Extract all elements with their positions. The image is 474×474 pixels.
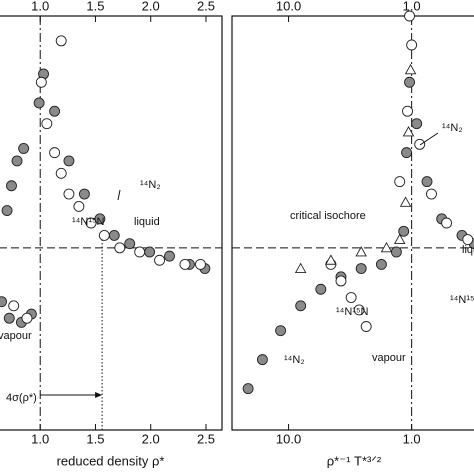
data-point: [108, 229, 120, 241]
data-point: [3, 312, 15, 324]
data-point: [404, 63, 417, 75]
data-point: [325, 254, 337, 265]
panel: 10.0 10.0 1.0 1.0 ρ*⁻¹ T*³ᐟ² ¹⁴N₂ ¹⁴N¹⁵N critic…: [231, 0, 474, 468]
arrow-head: [95, 392, 103, 398]
annotation: 4σ(ρ*): [6, 392, 37, 404]
annotation: vapour: [0, 330, 32, 342]
data-point: [353, 304, 365, 316]
x-tick-label: 2.0: [142, 0, 160, 13]
x-tick-label: 2.0: [142, 431, 160, 446]
x-tick-label: 10.0: [276, 0, 301, 13]
data-point: [8, 300, 20, 312]
data-point: [462, 234, 474, 246]
data-point: [335, 275, 347, 287]
data-point: [404, 76, 415, 88]
data-point: [55, 35, 67, 47]
x-tick-label: 1.0: [31, 431, 49, 446]
data-point: [195, 258, 206, 270]
data-point: [441, 217, 453, 229]
data-point: [411, 118, 423, 130]
data-point: [426, 188, 437, 200]
data-point: [398, 225, 410, 237]
data-point: [390, 246, 402, 258]
data-point: [33, 97, 45, 109]
data-point: [402, 105, 413, 117]
data-point: [1, 205, 13, 217]
data-point: [402, 125, 415, 137]
data-point: [406, 39, 418, 51]
series-label: ¹⁴N₂: [442, 122, 463, 134]
series-label: ¹⁴N¹⁵N: [336, 306, 369, 318]
data-point: [78, 188, 90, 200]
data-point: [134, 246, 146, 258]
leader-line: [117, 189, 121, 201]
data-point: [394, 176, 406, 188]
data-point: [94, 213, 106, 225]
data-point: [144, 246, 156, 258]
series-label: critical isochore: [290, 210, 366, 222]
plot-frame: [0, 15, 223, 431]
data-point: [401, 147, 412, 159]
annotation: liquid: [462, 244, 474, 256]
data-point: [55, 167, 67, 179]
data-point: [35, 76, 47, 88]
data-point: [179, 258, 191, 270]
series-label: ¹⁴N₂: [140, 179, 161, 191]
data-point: [98, 229, 110, 241]
data-point: [73, 200, 85, 212]
x-tick-label: 1.5: [86, 431, 104, 446]
annotation: ¹⁴N¹⁵N: [450, 294, 474, 306]
data-point: [85, 217, 97, 229]
data-point: [294, 262, 307, 273]
x-axis-label: reduced density ρ*: [57, 453, 165, 468]
data-point: [355, 263, 367, 274]
panel: 1.0 1.0 1.5 1.5 2.0 2.0 2.5 2.5 reduced density …: [0, 0, 223, 468]
x-tick-label: 1.5: [86, 0, 104, 13]
annotation: liquid: [134, 216, 160, 228]
data-point: [124, 238, 136, 250]
data-point: [355, 246, 367, 257]
data-point: [18, 143, 30, 154]
data-point: [114, 242, 126, 254]
data-point: [414, 138, 426, 150]
data-point: [63, 155, 75, 167]
data-point: [380, 241, 393, 253]
data-point: [315, 283, 327, 295]
data-point: [11, 155, 23, 167]
leader-line: [419, 132, 439, 146]
x-tick-label: 1.0: [403, 431, 421, 446]
data-point: [399, 196, 412, 207]
annotation: vapour: [372, 352, 406, 364]
data-point: [41, 118, 53, 130]
data-point: [154, 254, 166, 266]
data-point: [275, 325, 287, 337]
annotation: ¹⁴N₂: [284, 354, 305, 366]
data-point: [164, 250, 175, 262]
x-tick-label: 1.0: [31, 0, 49, 13]
x-tick-label: 10.0: [276, 431, 301, 446]
data-point: [360, 321, 372, 332]
data-point: [21, 312, 33, 324]
plot-frame: [231, 15, 474, 431]
data-point: [0, 296, 7, 308]
data-point: [49, 147, 61, 159]
data-point: [393, 233, 406, 245]
x-tick-label: 2.5: [197, 0, 215, 13]
data-point: [295, 300, 307, 312]
data-point: [63, 188, 75, 200]
x-tick-label: 2.5: [197, 431, 215, 446]
x-tick-label: 1.0: [403, 0, 421, 13]
x-axis-label: ρ*⁻¹ T*³ᐟ²: [327, 453, 382, 468]
data-point: [421, 176, 433, 188]
data-point: [242, 383, 254, 395]
data-point: [6, 180, 17, 192]
data-point: [375, 258, 387, 270]
data-point: [345, 292, 357, 303]
series-label: ¹⁴N¹⁵N: [72, 216, 105, 228]
data-point: [404, 10, 415, 22]
data-point: [256, 354, 268, 366]
data-point: [49, 105, 61, 117]
